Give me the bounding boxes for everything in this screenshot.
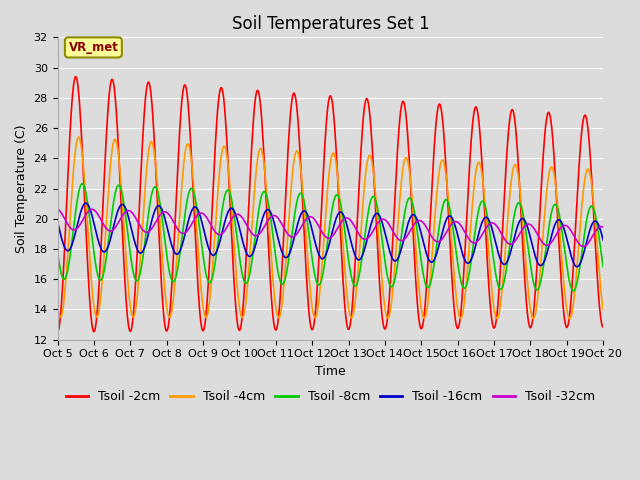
- Legend: Tsoil -2cm, Tsoil -4cm, Tsoil -8cm, Tsoil -16cm, Tsoil -32cm: Tsoil -2cm, Tsoil -4cm, Tsoil -8cm, Tsoi…: [61, 385, 600, 408]
- Y-axis label: Soil Temperature (C): Soil Temperature (C): [15, 124, 28, 253]
- Title: Soil Temperatures Set 1: Soil Temperatures Set 1: [232, 15, 429, 33]
- X-axis label: Time: Time: [315, 365, 346, 378]
- Text: VR_met: VR_met: [68, 41, 118, 54]
